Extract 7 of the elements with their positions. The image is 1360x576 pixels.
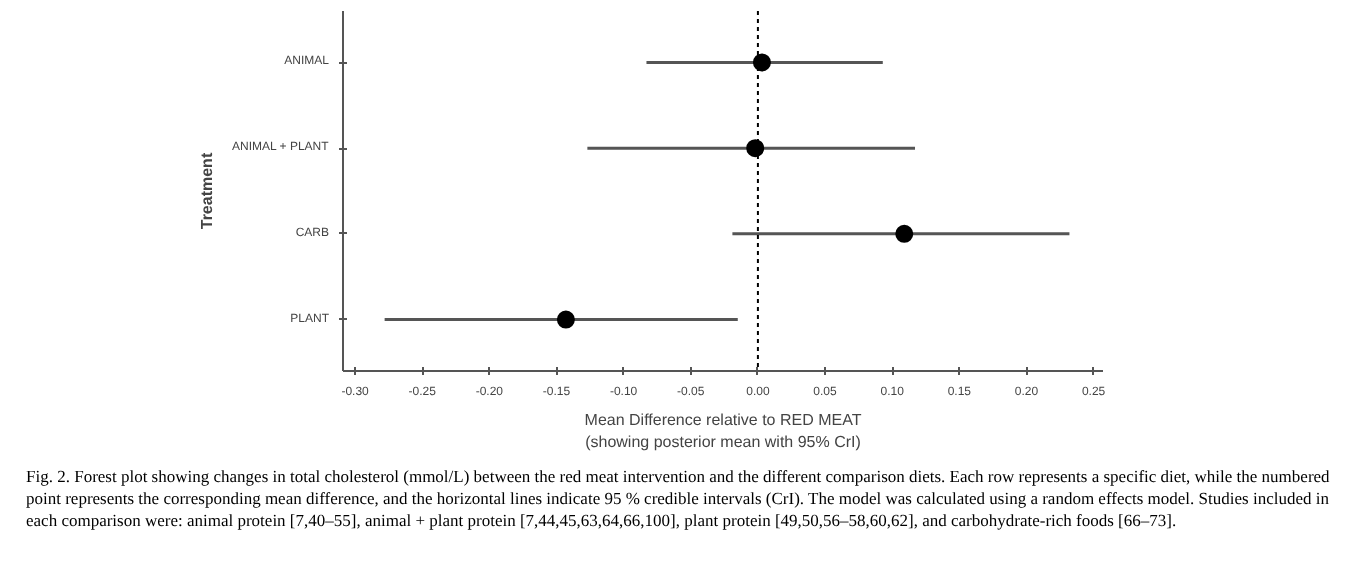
- point: [752, 53, 771, 72]
- point: [746, 139, 765, 158]
- point: [556, 310, 575, 329]
- y-axis-title: Treatment: [197, 152, 216, 230]
- x-axis-title: Mean Difference relative to RED MEAT (showing posterior mean with 95% CrI): [584, 411, 862, 451]
- caption: Fig. 2. Forest plot showing changes in total cholesterol (mmol/L) between the red meat intervention and the different comparison diets. Each row represents a specific diet, while the numbered point represents the corresponding mean difference, and the horizontal lines indicate 95 % credible intervals (CrI). The model was calculated using a random effects model. Studies included in each comparison were: animal protein [7,40–55], animal + plant protein [7,44,45,63,64,66,100], plant protein [49,50,56–58,60,62], and carbohydrate-rich foods [66–73].: [26, 466, 1332, 533]
- point: [895, 224, 914, 243]
